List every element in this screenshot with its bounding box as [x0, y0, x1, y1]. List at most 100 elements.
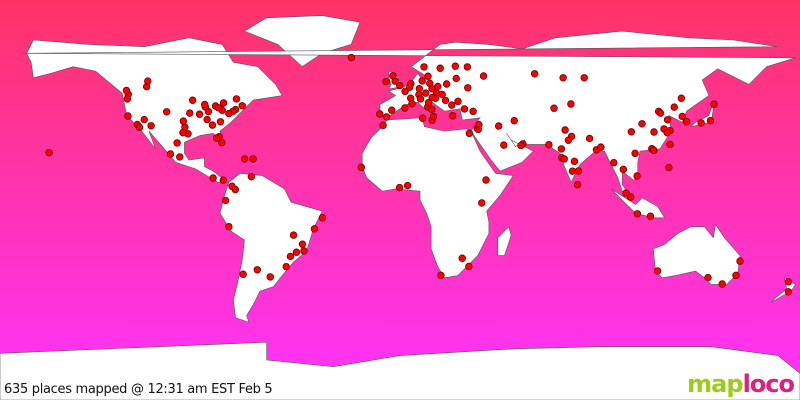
place-marker[interactable]	[663, 128, 671, 137]
place-marker[interactable]	[292, 248, 301, 256]
place-marker[interactable]	[179, 128, 187, 137]
place-marker[interactable]	[310, 225, 319, 233]
place-marker[interactable]	[216, 118, 225, 126]
place-marker[interactable]	[382, 113, 391, 121]
place-marker[interactable]	[424, 72, 432, 80]
place-marker[interactable]	[573, 180, 582, 189]
place-marker[interactable]	[286, 252, 295, 261]
place-marker[interactable]	[479, 72, 488, 80]
place-marker[interactable]	[646, 212, 655, 220]
place-marker[interactable]	[448, 112, 457, 120]
place-marker[interactable]	[123, 95, 132, 103]
place-marker[interactable]	[704, 273, 712, 282]
place-marker[interactable]	[448, 101, 456, 109]
place-marker[interactable]	[638, 120, 646, 128]
place-marker[interactable]	[677, 94, 686, 102]
place-marker[interactable]	[379, 121, 387, 130]
place-marker[interactable]	[500, 141, 508, 149]
place-marker[interactable]	[415, 84, 424, 93]
place-marker[interactable]	[510, 116, 518, 125]
place-marker[interactable]	[732, 271, 740, 280]
place-marker[interactable]	[517, 141, 525, 150]
place-marker[interactable]	[403, 181, 412, 190]
place-marker[interactable]	[574, 167, 583, 175]
place-marker[interactable]	[135, 123, 144, 132]
place-marker[interactable]	[438, 90, 446, 99]
place-marker[interactable]	[144, 77, 152, 85]
place-marker[interactable]	[580, 74, 588, 82]
place-marker[interactable]	[649, 146, 658, 154]
place-marker[interactable]	[424, 98, 433, 107]
place-marker[interactable]	[347, 53, 356, 62]
place-marker[interactable]	[442, 80, 451, 88]
place-marker[interactable]	[559, 74, 567, 82]
place-marker[interactable]	[568, 167, 577, 175]
place-marker[interactable]	[240, 155, 249, 163]
place-marker[interactable]	[633, 210, 642, 218]
place-marker[interactable]	[188, 96, 197, 104]
place-marker[interactable]	[166, 150, 175, 158]
place-marker[interactable]	[597, 143, 605, 151]
place-marker[interactable]	[209, 174, 217, 182]
place-marker[interactable]	[147, 122, 155, 130]
place-marker[interactable]	[395, 183, 404, 192]
place-marker[interactable]	[225, 109, 233, 118]
place-marker[interactable]	[663, 116, 672, 124]
place-marker[interactable]	[214, 104, 223, 112]
place-marker[interactable]	[665, 163, 673, 172]
place-marker[interactable]	[232, 95, 241, 103]
place-marker[interactable]	[428, 105, 436, 114]
place-marker[interactable]	[545, 140, 553, 149]
place-marker[interactable]	[162, 108, 171, 116]
place-marker[interactable]	[401, 104, 409, 112]
place-marker[interactable]	[650, 128, 658, 136]
place-marker[interactable]	[282, 262, 290, 271]
place-marker[interactable]	[218, 138, 226, 147]
place-marker[interactable]	[300, 247, 308, 255]
place-marker[interactable]	[622, 189, 630, 197]
place-marker[interactable]	[666, 140, 674, 149]
place-marker[interactable]	[200, 100, 209, 109]
place-marker[interactable]	[401, 87, 409, 96]
place-marker[interactable]	[557, 145, 566, 153]
place-marker[interactable]	[482, 176, 490, 184]
place-marker[interactable]	[452, 74, 460, 83]
place-marker[interactable]	[567, 100, 575, 108]
place-marker[interactable]	[389, 72, 397, 80]
place-marker[interactable]	[418, 114, 427, 122]
place-marker[interactable]	[249, 155, 257, 163]
place-marker[interactable]	[451, 62, 460, 70]
place-marker[interactable]	[610, 158, 618, 167]
place-marker[interactable]	[357, 163, 366, 172]
place-marker[interactable]	[376, 110, 384, 118]
place-marker[interactable]	[478, 199, 486, 207]
place-marker[interactable]	[45, 148, 53, 157]
place-marker[interactable]	[239, 270, 247, 278]
place-marker[interactable]	[408, 100, 416, 108]
maploco-logo[interactable]: maploco	[687, 370, 795, 398]
place-marker[interactable]	[238, 102, 246, 110]
place-marker[interactable]	[441, 96, 450, 105]
place-marker[interactable]	[219, 99, 228, 107]
place-marker[interactable]	[225, 222, 233, 231]
place-marker[interactable]	[530, 70, 539, 78]
place-marker[interactable]	[633, 172, 641, 180]
place-marker[interactable]	[463, 63, 472, 71]
place-marker[interactable]	[266, 273, 274, 281]
place-marker[interactable]	[619, 165, 628, 174]
place-marker[interactable]	[247, 172, 256, 181]
place-marker[interactable]	[124, 112, 132, 120]
place-marker[interactable]	[560, 155, 568, 163]
place-marker[interactable]	[585, 134, 594, 143]
place-marker[interactable]	[176, 153, 184, 161]
place-marker[interactable]	[718, 280, 726, 288]
place-marker[interactable]	[475, 120, 483, 129]
place-marker[interactable]	[298, 240, 307, 248]
place-marker[interactable]	[420, 63, 428, 71]
place-marker[interactable]	[626, 193, 635, 201]
place-marker[interactable]	[219, 176, 228, 184]
place-marker[interactable]	[396, 81, 404, 90]
place-marker[interactable]	[465, 129, 474, 138]
place-marker[interactable]	[179, 117, 188, 125]
